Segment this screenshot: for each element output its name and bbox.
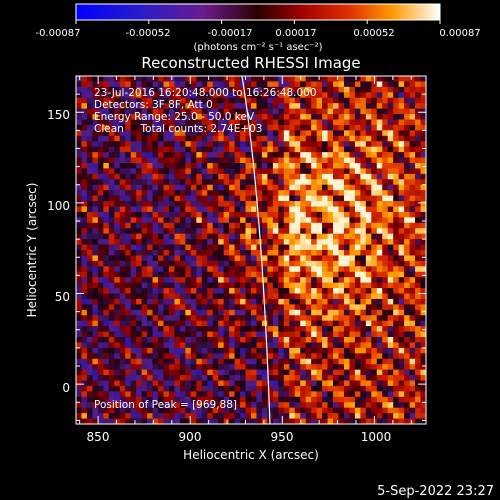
y-axis-ticks — [76, 75, 426, 421]
heatmap-image — [76, 76, 426, 424]
colorbar-tick-label-5: 0.00087 — [439, 28, 480, 39]
x-tick-label-900: 900 — [179, 430, 202, 444]
x-tick-label-850: 850 — [87, 430, 110, 444]
info-line-energy-range: Energy Range: 25.0 - 50.0 keV — [94, 111, 255, 123]
info-line-time-range: 23-Jul-2016 16:20:48.000 to 16:26:48.000 — [94, 87, 317, 99]
y-tick-label-50: 50 — [55, 290, 70, 304]
colorbar — [75, 3, 441, 21]
peak-position-text: Position of Peak = [969,88] — [94, 399, 237, 411]
solar-limb-line — [241, 76, 271, 424]
colorbar-ticks — [75, 20, 441, 24]
colorbar-tick-label-2: -0.00017 — [208, 28, 253, 39]
y-tick-label-150: 150 — [47, 108, 70, 122]
info-line-clean-counts: Clean Total counts: 2.74E+03 — [94, 123, 263, 135]
colorbar-tick-label-4: 0.00052 — [353, 28, 394, 39]
info-line-detectors: Detectors: 3F 8F, Att 0 — [94, 99, 213, 111]
x-axis-label: Heliocentric X (arcsec) — [183, 448, 319, 462]
colorbar-tick-label-0: -0.00087 — [36, 28, 81, 39]
x-tick-label-950: 950 — [271, 430, 294, 444]
x-tick-label-1000: 1000 — [361, 430, 392, 444]
plot-title: Reconstructed RHESSI Image — [141, 54, 360, 72]
colorbar-tick-label-1: -0.00052 — [126, 28, 171, 39]
colorbar-units-label: (photons cm⁻² s⁻¹ asec⁻²) — [193, 42, 322, 53]
y-axis-label: Heliocentric Y (arcsec) — [25, 183, 39, 318]
x-axis-ticks — [79, 76, 412, 424]
y-tick-label-0: 0 — [62, 381, 70, 395]
colorbar-tick-label-3: 0.00017 — [275, 28, 316, 39]
y-tick-label-100: 100 — [47, 199, 70, 213]
footer-date: 5-Sep-2022 23:27 — [377, 484, 494, 499]
plot-frame — [75, 75, 427, 425]
